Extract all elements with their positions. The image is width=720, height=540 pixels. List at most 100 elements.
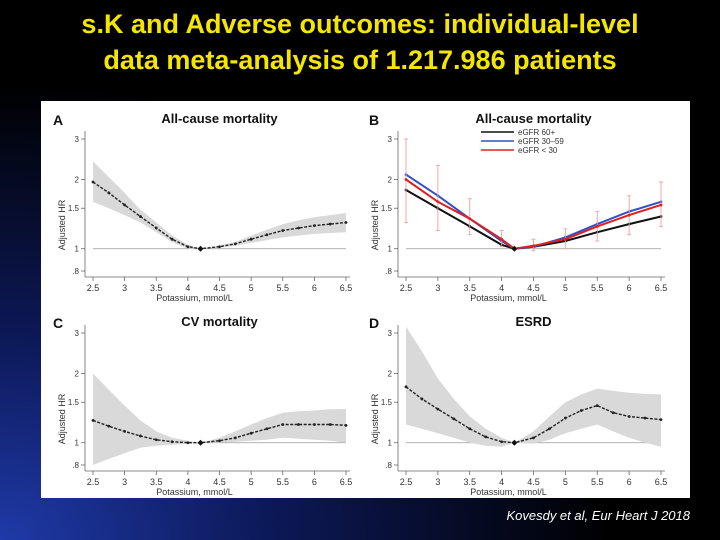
slide-title: s.K and Adverse outcomes: individual-lev… <box>0 6 720 78</box>
confidence-band <box>93 161 346 249</box>
y-tick-label: 2 <box>75 369 80 378</box>
data-point <box>627 415 631 418</box>
data-point <box>297 423 300 426</box>
x-tick-label: 2.5 <box>400 283 413 293</box>
panel-letter: B <box>369 112 379 128</box>
x-tick-label: 6.5 <box>340 477 353 487</box>
series-esrd <box>404 326 663 447</box>
x-tick-label: 6.5 <box>340 283 353 293</box>
x-axis-label: Potassium, mmol/L <box>156 293 233 303</box>
x-tick-label: 5 <box>563 477 568 487</box>
panel-letter: D <box>369 315 379 331</box>
data-point <box>563 416 567 420</box>
y-tick-label: .8 <box>385 267 392 276</box>
data-point <box>233 242 237 246</box>
data-point <box>548 427 551 431</box>
data-point <box>249 237 253 241</box>
data-point <box>281 423 285 426</box>
axes: .8 1 1.5 2 3 2.5 3 3.5 4 4.5 5 5.5 6 6.5 Potassium, mm… <box>57 131 352 303</box>
data-point <box>436 407 440 411</box>
x-tick-label: 5.5 <box>276 477 289 487</box>
x-tick-label: 5 <box>249 283 254 293</box>
data-point <box>659 418 663 422</box>
panel-letter: C <box>53 315 63 331</box>
data-point <box>404 178 408 181</box>
reference-marker <box>197 439 204 446</box>
x-tick-label: 5.5 <box>276 283 289 293</box>
data-point <box>107 191 111 195</box>
data-point <box>218 245 221 249</box>
data-point <box>154 438 158 442</box>
x-tick-label: 4 <box>499 477 504 487</box>
data-point <box>170 440 174 444</box>
panel-a: A All-cause mortality .8 1 1.5 2 3 2.5 3 3.5 4 4.5 5… <box>53 111 352 303</box>
data-point <box>595 225 599 228</box>
data-point <box>186 245 190 249</box>
y-tick-label: 1 <box>75 439 80 448</box>
x-tick-label: 5 <box>563 283 568 293</box>
data-point <box>532 436 535 440</box>
data-point <box>500 237 504 241</box>
x-tick-label: 4.5 <box>527 477 540 487</box>
series-line <box>405 178 662 250</box>
x-tick-label: 5 <box>249 477 254 487</box>
reference-marker <box>197 245 204 252</box>
data-point <box>563 237 567 241</box>
panel-b: B All-cause mortality .8 1 1.5 2 3 2.5 3 3.5 4 4.5 5… <box>369 111 667 303</box>
x-tick-label: 6 <box>627 477 632 487</box>
series-egfr-30 <box>404 138 663 252</box>
axes: .8 1 1.5 2 3 2.5 3 3.5 4 4.5 5 5.5 6 6.5 Potassium, mm… <box>370 325 667 497</box>
y-tick-label: .8 <box>72 267 79 276</box>
data-point <box>265 233 269 237</box>
x-tick-label: 4.5 <box>527 283 540 293</box>
data-point <box>328 222 332 226</box>
x-tick-label: 2.5 <box>87 283 100 293</box>
x-tick-label: 3 <box>435 283 440 293</box>
y-tick-label: 3 <box>75 135 80 144</box>
y-tick-label: .8 <box>385 461 392 470</box>
data-point <box>218 439 221 443</box>
panel-title: CV mortality <box>181 314 258 329</box>
data-point <box>579 409 583 412</box>
x-tick-label: 5.5 <box>591 283 604 293</box>
x-tick-label: 3 <box>122 477 127 487</box>
data-point <box>139 215 142 218</box>
data-point <box>484 435 488 439</box>
data-point <box>611 411 615 415</box>
data-point <box>139 434 142 438</box>
series-all-cause-mortality <box>91 161 348 251</box>
y-axis-label: Adjusted HR <box>370 199 380 250</box>
data-point <box>233 436 237 440</box>
legend-label: eGFR < 30 <box>518 146 558 155</box>
data-point <box>404 385 408 389</box>
data-point <box>281 229 285 232</box>
series-line <box>405 386 662 444</box>
y-axis-label: Adjusted HR <box>57 199 67 250</box>
y-tick-label: .8 <box>72 461 79 470</box>
x-tick-label: 6 <box>627 283 632 293</box>
data-point <box>249 431 253 435</box>
figure-panel: A All-cause mortality .8 1 1.5 2 3 2.5 3 3.5 4 4.5 5… <box>41 101 690 498</box>
axes: .8 1 1.5 2 3 2.5 3 3.5 4 4.5 5 5.5 6 6.5 Potassium, mm… <box>57 325 352 497</box>
data-point <box>643 416 647 420</box>
x-axis-label: Potassium, mmol/L <box>156 487 233 497</box>
x-tick-label: 6 <box>312 283 317 293</box>
y-tick-label: 3 <box>75 329 80 338</box>
four-panel-figure: A All-cause mortality .8 1 1.5 2 3 2.5 3 3.5 4 4.5 5… <box>53 111 667 497</box>
data-point <box>297 226 300 230</box>
x-tick-label: 6.5 <box>655 283 668 293</box>
x-tick-label: 4 <box>185 477 190 487</box>
data-point <box>500 440 504 444</box>
x-tick-label: 6.5 <box>655 477 668 487</box>
data-point <box>468 427 472 431</box>
data-point <box>436 200 440 204</box>
x-tick-label: 4 <box>185 283 190 293</box>
y-tick-label: 2 <box>75 175 80 184</box>
data-point <box>170 237 174 241</box>
slide-title-line1: s.K and Adverse outcomes: individual-lev… <box>81 9 639 39</box>
data-point <box>107 424 111 428</box>
y-tick-label: 3 <box>388 329 393 338</box>
y-tick-label: 2 <box>388 369 393 378</box>
y-tick-label: 1.5 <box>68 398 80 407</box>
y-axis-label: Adjusted HR <box>370 393 380 444</box>
